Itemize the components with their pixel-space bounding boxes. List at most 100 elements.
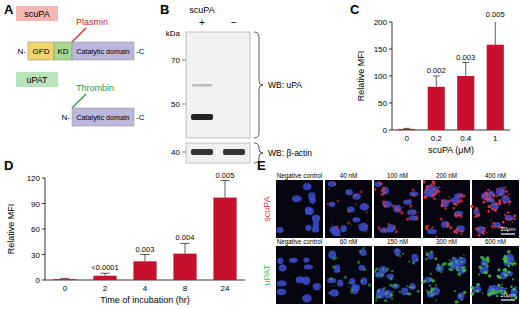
signal [484, 271, 487, 274]
signal [382, 268, 385, 271]
signal [454, 214, 456, 216]
nucleus [328, 181, 336, 187]
nucleus [503, 271, 512, 277]
signal [462, 270, 465, 273]
bar [173, 254, 196, 280]
signal [398, 209, 401, 212]
signal [482, 292, 483, 293]
construct-name: scuPA [24, 9, 49, 19]
nucleus [387, 227, 393, 233]
signal [368, 283, 371, 286]
signal [425, 258, 427, 260]
signal [483, 233, 485, 235]
signal [500, 191, 501, 192]
signal [392, 291, 394, 293]
micrograph [373, 180, 421, 238]
bar [398, 129, 415, 130]
row-label: uPAT [262, 264, 272, 286]
signal [375, 268, 378, 271]
signal [493, 226, 495, 228]
signal [460, 230, 463, 233]
sample-label: scuPA [189, 5, 214, 15]
error-bar [492, 22, 499, 45]
nucleus [277, 280, 287, 286]
signal [495, 291, 498, 294]
signal [461, 266, 464, 269]
nucleus [428, 252, 434, 259]
signal [377, 290, 380, 293]
micrograph-bg [325, 180, 372, 238]
micrograph-bg [276, 246, 323, 304]
nucleus [349, 278, 355, 285]
signal [506, 218, 508, 220]
signal [432, 226, 434, 228]
signal [490, 292, 492, 294]
marker-tick [182, 60, 186, 61]
signal [430, 251, 433, 254]
domain [54, 42, 72, 60]
signal [412, 286, 414, 288]
signal [505, 190, 508, 193]
signal [475, 207, 477, 209]
condition-label: Negative control [277, 172, 323, 180]
construct-label-box [16, 72, 58, 87]
y-tick [389, 49, 392, 50]
micrograph [276, 180, 323, 238]
signal [429, 285, 431, 287]
p-value: 0.004 [176, 233, 195, 242]
signal [375, 299, 377, 301]
error-bar [100, 273, 109, 276]
signal [366, 211, 368, 213]
x-tick-label: 0 [405, 134, 410, 143]
signal [508, 200, 511, 203]
micrograph [421, 246, 470, 304]
error-bar [60, 278, 69, 280]
signal [453, 207, 456, 210]
signal [380, 193, 384, 197]
signal [351, 224, 353, 226]
condition-label: 200 nM [436, 172, 457, 179]
domain [28, 42, 54, 60]
signal [472, 287, 474, 289]
signal [476, 290, 479, 293]
nucleus [358, 223, 368, 232]
marks [398, 22, 504, 130]
signal [489, 190, 490, 191]
p-value: 0.003 [456, 53, 475, 62]
signal [360, 190, 363, 193]
blot-lower [186, 143, 250, 163]
signal [349, 193, 351, 195]
signal [330, 277, 333, 280]
nucleus [276, 227, 283, 233]
signal [479, 228, 481, 230]
condition-label: Negative control [277, 238, 323, 246]
nucleus [309, 198, 316, 204]
signal [430, 273, 432, 275]
signal [402, 206, 403, 207]
scale-bar-label: 20μm [500, 292, 515, 298]
nucleus [481, 192, 490, 200]
nucleus [410, 191, 419, 197]
signal [431, 227, 432, 228]
signal [425, 225, 428, 228]
signal [454, 290, 456, 292]
signal [492, 289, 495, 292]
signal [359, 250, 362, 253]
signal [446, 222, 449, 225]
signal [396, 249, 398, 251]
signal [492, 195, 495, 198]
condition-label: 60 nM [340, 238, 358, 245]
n-terminus: N- [18, 47, 27, 56]
signal [391, 298, 393, 300]
signal [434, 257, 437, 260]
nucleus [312, 226, 319, 232]
marks [53, 181, 236, 280]
micrograph [471, 246, 520, 304]
p-value: 0.005 [216, 171, 235, 180]
y-axis-label: Relative MFI [356, 51, 366, 102]
error-bar [220, 181, 229, 198]
signal [412, 193, 415, 196]
nucleus [303, 257, 309, 262]
signal [498, 199, 501, 202]
signal [487, 205, 490, 208]
